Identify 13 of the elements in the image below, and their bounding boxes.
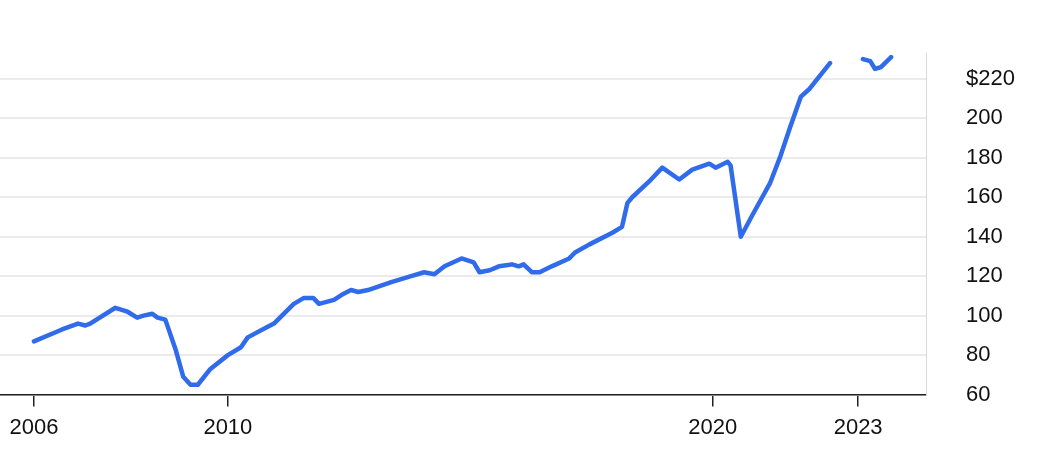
y-tick-label: 140 [966,222,1003,248]
x-tick-label: 2010 [203,413,253,439]
y-tick-label: $220 [966,64,1015,90]
x-tick-label: 2023 [833,413,883,439]
y-tick-label: 120 [966,262,1003,288]
y-tick-label: 160 [966,183,1003,209]
y-tick-label: 200 [966,104,1003,130]
x-tick-label: 2020 [688,413,738,439]
y-tick-label: 180 [966,143,1003,169]
y-tick-label: 60 [966,380,991,406]
x-tick-label: 2006 [9,413,59,439]
y-tick-label: 100 [966,301,1003,327]
y-tick-label: 80 [966,341,991,367]
